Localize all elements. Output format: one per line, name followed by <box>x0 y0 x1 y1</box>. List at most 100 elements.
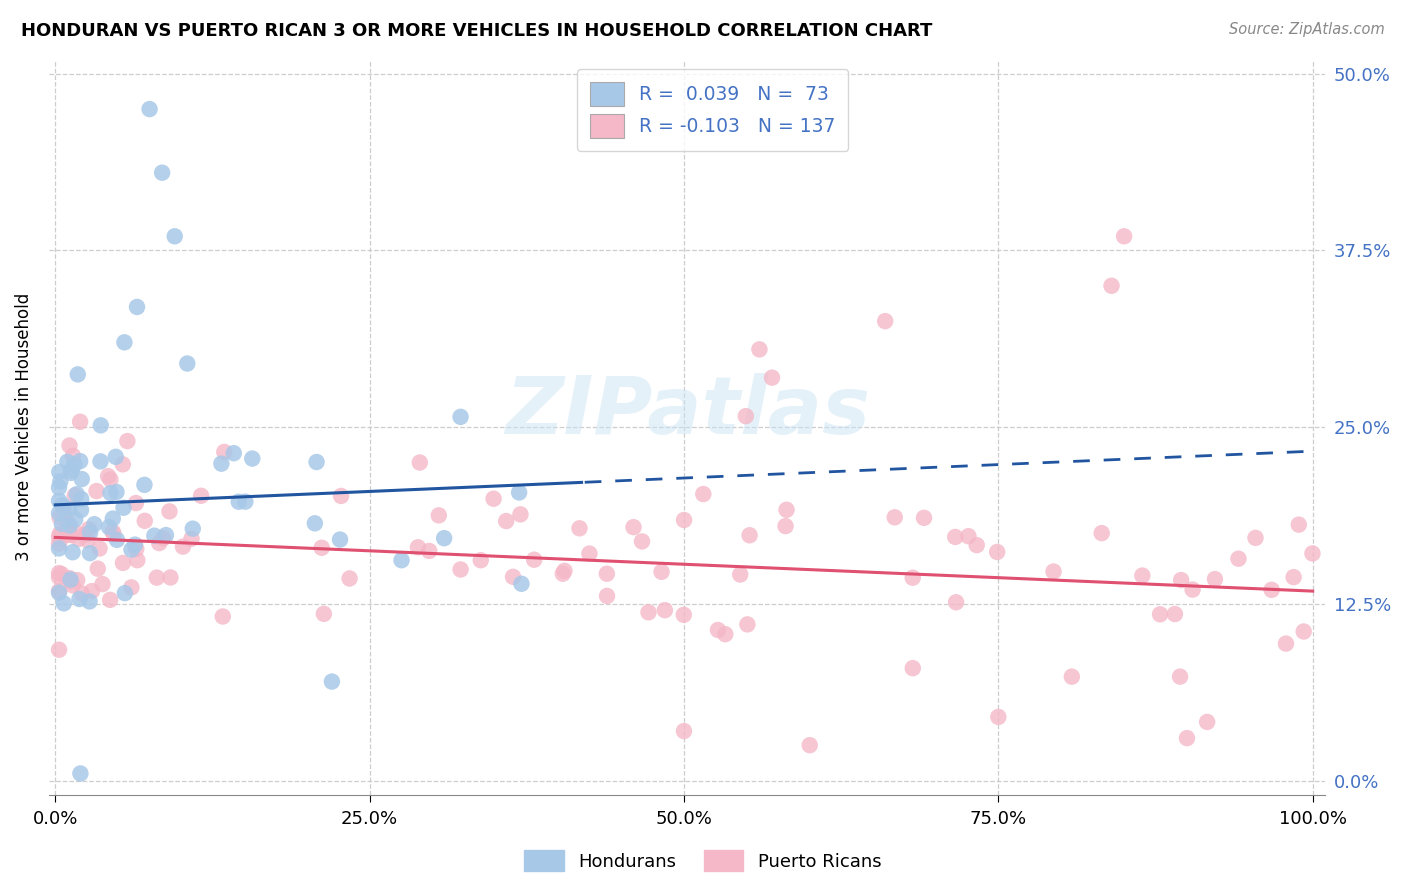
Point <box>114 586 136 600</box>
Point <box>1130 568 1153 582</box>
Point <box>986 545 1008 559</box>
Point <box>502 570 524 584</box>
Point <box>304 516 326 531</box>
Point <box>761 370 783 384</box>
Point <box>146 571 169 585</box>
Point <box>125 300 148 314</box>
Point <box>551 566 574 581</box>
Point <box>62 449 84 463</box>
Point <box>172 540 194 554</box>
Point <box>943 530 966 544</box>
Point <box>48 585 70 599</box>
Point <box>48 465 70 479</box>
Point <box>58 571 80 585</box>
Point <box>58 501 80 516</box>
Point <box>748 343 770 357</box>
Point <box>1301 546 1323 560</box>
Point <box>103 527 125 541</box>
Point <box>155 528 177 542</box>
Point <box>125 542 148 557</box>
Point <box>321 674 343 689</box>
Point <box>728 567 751 582</box>
Point <box>510 576 533 591</box>
Point <box>1175 731 1198 745</box>
Point <box>714 627 737 641</box>
Point <box>60 463 83 477</box>
Point <box>1288 517 1310 532</box>
Point <box>51 498 73 512</box>
Point <box>77 522 100 536</box>
Point <box>1091 526 1114 541</box>
Point <box>1149 607 1171 622</box>
Point <box>120 580 142 594</box>
Point <box>148 536 170 550</box>
Point <box>734 409 756 424</box>
Point <box>63 512 86 526</box>
Point <box>79 546 101 560</box>
Point <box>66 368 89 382</box>
Point <box>48 506 70 520</box>
Point <box>945 595 967 609</box>
Point <box>181 522 204 536</box>
Point <box>775 519 797 533</box>
Point <box>100 473 122 487</box>
Point <box>339 572 361 586</box>
Point <box>631 534 654 549</box>
Legend: R =  0.039   N =  73, R = -0.103   N = 137: R = 0.039 N = 73, R = -0.103 N = 137 <box>576 69 848 151</box>
Point <box>450 562 472 576</box>
Point <box>987 710 1010 724</box>
Point <box>578 547 600 561</box>
Point <box>69 454 91 468</box>
Point <box>406 541 429 555</box>
Point <box>111 458 134 472</box>
Point <box>391 553 413 567</box>
Point <box>79 525 101 540</box>
Point <box>138 102 160 116</box>
Point <box>48 536 70 550</box>
Point <box>523 552 546 566</box>
Point <box>48 584 70 599</box>
Point <box>159 504 181 518</box>
Point <box>330 489 353 503</box>
Point <box>52 505 75 519</box>
Point <box>59 518 82 533</box>
Point <box>672 724 695 739</box>
Point <box>228 494 250 508</box>
Point <box>66 573 89 587</box>
Point <box>59 466 82 480</box>
Point <box>79 594 101 608</box>
Point <box>1260 582 1282 597</box>
Point <box>901 571 924 585</box>
Point <box>883 510 905 524</box>
Point <box>654 603 676 617</box>
Point <box>80 584 103 599</box>
Point <box>67 532 90 546</box>
Point <box>692 487 714 501</box>
Point <box>60 528 83 542</box>
Point <box>120 542 142 557</box>
Point <box>52 500 75 515</box>
Y-axis label: 3 or more Vehicles in Household: 3 or more Vehicles in Household <box>15 293 32 561</box>
Point <box>48 570 70 584</box>
Point <box>98 520 121 534</box>
Point <box>1275 637 1298 651</box>
Point <box>637 605 659 619</box>
Text: ZIPatlas: ZIPatlas <box>505 374 870 451</box>
Point <box>56 455 79 469</box>
Point <box>89 454 111 468</box>
Point <box>875 314 897 328</box>
Point <box>62 578 84 592</box>
Point <box>134 478 156 492</box>
Text: Source: ZipAtlas.com: Source: ZipAtlas.com <box>1229 22 1385 37</box>
Point <box>901 661 924 675</box>
Point <box>86 484 108 499</box>
Text: HONDURAN VS PUERTO RICAN 3 OR MORE VEHICLES IN HOUSEHOLD CORRELATION CHART: HONDURAN VS PUERTO RICAN 3 OR MORE VEHIC… <box>21 22 932 40</box>
Point <box>70 491 93 506</box>
Point <box>509 508 531 522</box>
Point <box>111 556 134 570</box>
Point <box>89 541 111 556</box>
Point <box>60 574 83 589</box>
Point <box>312 607 335 621</box>
Point <box>65 525 87 540</box>
Point <box>651 565 673 579</box>
